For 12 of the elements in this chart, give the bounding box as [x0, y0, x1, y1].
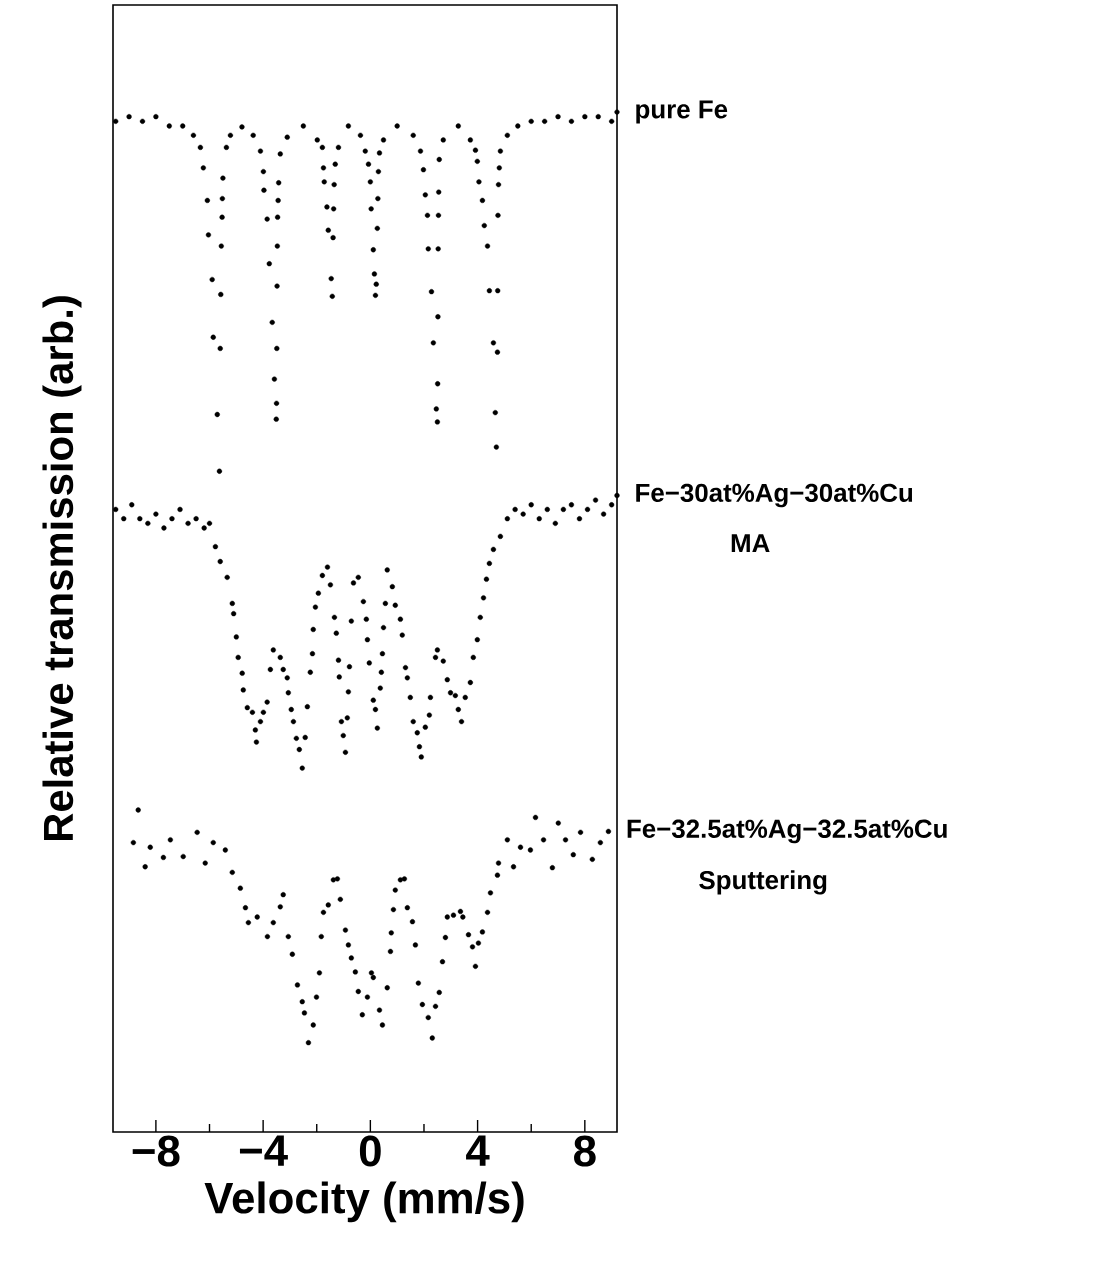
x-tick-label: −8 — [132, 1135, 180, 1167]
series-label: pure Fe — [636, 100, 728, 124]
x-tick-label: 0 — [359, 1135, 381, 1167]
text: MA — [731, 534, 770, 553]
x-tick-label: −4 — [239, 1135, 288, 1166]
series-label: Fe−32.5at%Ag−32.5at%Cu — [627, 819, 947, 844]
x-tick-label: 4 — [466, 1135, 490, 1166]
series-label: Fe−30at%Ag−30at%Cu — [636, 483, 913, 508]
text: Sputtering — [699, 870, 827, 895]
x-axis-title: Velocity (mm/s) — [204, 1181, 524, 1223]
y-axis-title: Relative transmission (arb.) — [42, 296, 82, 841]
x-tick-label: 8 — [574, 1135, 596, 1167]
